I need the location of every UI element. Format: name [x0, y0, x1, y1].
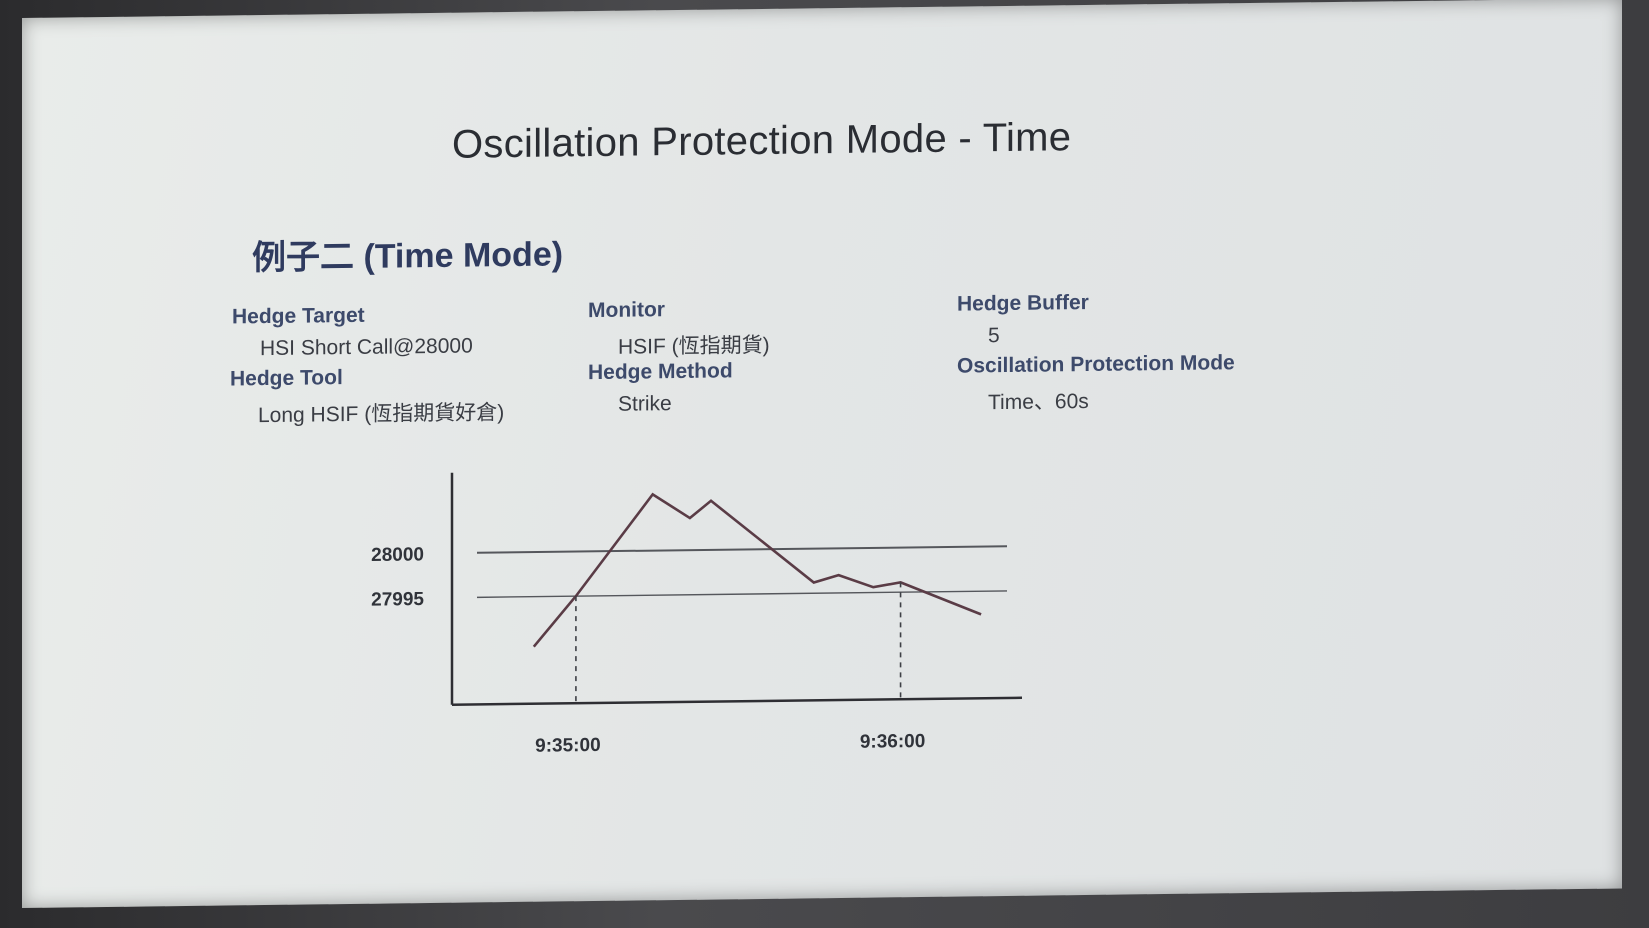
x-tick-label: 9:35:00: [535, 735, 600, 757]
reference-line-27995: [477, 590, 1007, 599]
x-tick-label: 9:36:00: [860, 731, 925, 753]
price-chart: 28000 27995 9:35:00 9:36:00: [371, 472, 1022, 757]
y-tick-label: 28000: [371, 544, 424, 566]
y-tick-label: 27995: [371, 589, 424, 611]
price-line: [532, 492, 982, 648]
presentation-slide: Oscillation Protection Mode - Time 例子二 (…: [22, 0, 1622, 908]
reference-line-28000: [477, 545, 1007, 554]
x-axis: [452, 696, 1022, 706]
